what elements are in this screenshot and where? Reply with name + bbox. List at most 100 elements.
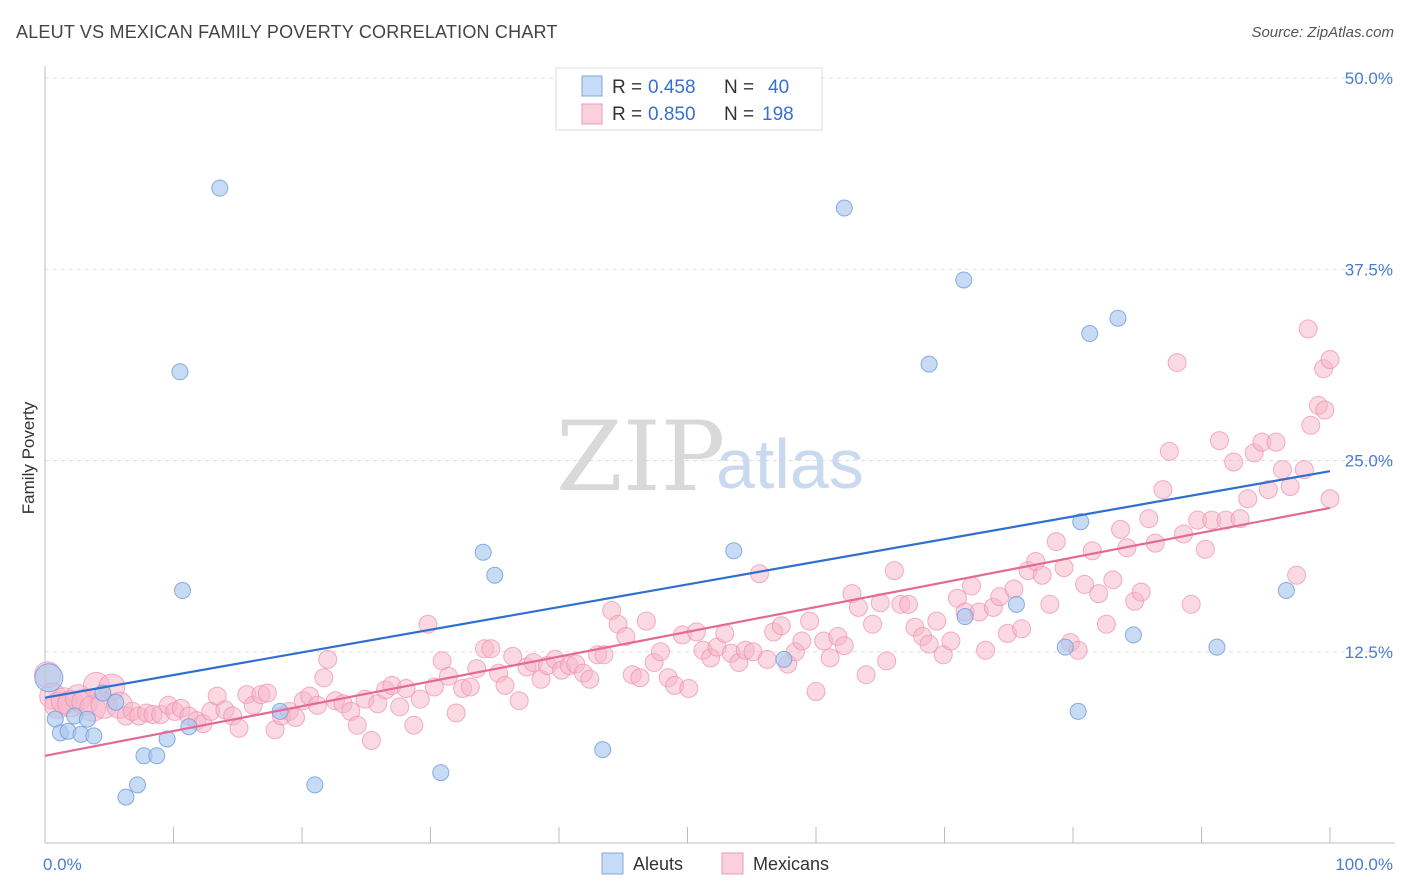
- mexicans-point: [806, 682, 826, 702]
- mexicans-point: [404, 715, 424, 735]
- aleuts-point: [148, 747, 166, 765]
- series-legend: Aleuts Mexicans: [601, 852, 829, 875]
- mexicans-n-value: 198: [762, 104, 794, 125]
- legend-aleuts-swatch: [601, 852, 624, 875]
- mexicans-point: [884, 561, 904, 581]
- watermark-zip: ZIP: [556, 401, 725, 513]
- x-tick-labels: 0.0% 100.0%: [43, 855, 1393, 874]
- aleuts-point: [474, 543, 492, 561]
- mexicans-point: [1040, 594, 1060, 614]
- aleuts-point: [171, 363, 189, 381]
- legend-mexicans-swatch: [721, 852, 744, 875]
- mexicans-point: [580, 669, 600, 689]
- y-tick-labels: 12.5% 25.0% 37.5% 50.0%: [1345, 69, 1393, 662]
- aleuts-point: [1124, 626, 1142, 644]
- aleuts-point: [486, 566, 504, 584]
- mexicans-point: [1258, 480, 1278, 500]
- aleuts-point: [306, 776, 324, 794]
- mexicans-n-label: N =: [724, 104, 754, 125]
- aleuts-trend-line: [44, 470, 1331, 699]
- mexicans-point: [1139, 509, 1159, 529]
- mexicans-point: [1209, 431, 1229, 451]
- mexicans-point: [495, 675, 515, 695]
- mexicans-point: [820, 648, 840, 668]
- mexicans-point: [446, 703, 466, 723]
- mexicans-point: [919, 634, 939, 654]
- mexicans-point: [347, 715, 367, 735]
- watermark-atlas: atlas: [716, 425, 864, 503]
- aleuts-r-label: R =: [612, 77, 642, 98]
- aleuts-point: [1081, 325, 1099, 343]
- aleuts-legend-swatch: [581, 75, 603, 97]
- mexicans-point: [594, 645, 614, 665]
- mexicans-point: [1195, 539, 1215, 559]
- mexicans-point: [410, 689, 430, 709]
- mexicans-point: [941, 631, 961, 651]
- mexicans-point: [976, 640, 996, 660]
- aleuts-point: [117, 788, 135, 806]
- stats-legend: R = 0.458 N = 40 R = 0.850 N = 198: [555, 67, 823, 131]
- aleuts-point: [725, 542, 743, 560]
- mexicans-point: [1224, 452, 1244, 472]
- mexicans-point: [1320, 350, 1340, 370]
- mexicans-point: [792, 631, 812, 651]
- mexicans-point: [1111, 519, 1131, 539]
- mexicans-point: [1230, 509, 1250, 529]
- mexicans-point: [1272, 460, 1292, 480]
- aleuts-point: [78, 710, 96, 728]
- y-tick-label: 50.0%: [1345, 69, 1393, 88]
- mexicans-point: [800, 611, 820, 631]
- mexicans-point: [771, 616, 791, 636]
- mexicans-point: [1082, 541, 1102, 561]
- mexicans-point: [1320, 489, 1340, 509]
- trend-lines: [44, 470, 1331, 757]
- mexicans-legend-swatch: [581, 103, 603, 125]
- aleuts-r-value: 0.458: [648, 77, 696, 98]
- aleuts-point: [1277, 582, 1295, 600]
- mexicans-point: [1032, 565, 1052, 585]
- mexicans-point: [863, 614, 883, 634]
- mexicans-point: [1266, 432, 1286, 452]
- mexicans-trend-line: [44, 506, 1331, 757]
- aleuts-point: [1109, 309, 1127, 327]
- mexicans-point: [318, 649, 338, 669]
- mexicans-point: [1153, 480, 1173, 500]
- y-tick-label: 12.5%: [1345, 643, 1393, 662]
- mexicans-point: [390, 697, 410, 717]
- mexicans-point: [1046, 532, 1066, 552]
- mexicans-point: [1238, 489, 1258, 509]
- mexicans-point: [1159, 441, 1179, 461]
- mexicans-point: [361, 730, 381, 750]
- mexicans-point: [630, 668, 650, 688]
- mexicans-point: [286, 708, 306, 728]
- aleuts-point: [835, 199, 853, 217]
- mexicans-point: [856, 665, 876, 685]
- mexicans-point: [257, 683, 277, 703]
- series-mexicans-points: [34, 319, 1340, 750]
- mexicans-point: [679, 678, 699, 698]
- mexicans-point: [314, 668, 334, 688]
- x-tick-label: 0.0%: [43, 855, 82, 874]
- aleuts-point: [432, 764, 450, 782]
- mexicans-point: [1004, 579, 1024, 599]
- mexicans-point: [715, 623, 735, 643]
- mexicans-point: [616, 626, 636, 646]
- mexicans-point: [460, 677, 480, 697]
- aleuts-n-label: N =: [724, 77, 754, 98]
- aleuts-point: [956, 608, 974, 626]
- legend-mexicans-label: Mexicans: [753, 854, 829, 874]
- axes: [44, 66, 1395, 844]
- aleuts-point: [34, 663, 64, 693]
- mexicans-point: [1287, 565, 1307, 585]
- mexicans-point: [877, 651, 897, 671]
- grid-lines: [45, 77, 1395, 653]
- y-axis-label: Family Poverty: [19, 401, 38, 514]
- aleuts-point: [955, 271, 973, 289]
- mexicans-point: [467, 659, 487, 679]
- aleuts-point: [107, 693, 125, 711]
- mexicans-point: [1298, 319, 1318, 339]
- mexicans-point: [961, 576, 981, 596]
- aleuts-n-value: 40: [768, 77, 789, 98]
- aleuts-point: [129, 776, 147, 794]
